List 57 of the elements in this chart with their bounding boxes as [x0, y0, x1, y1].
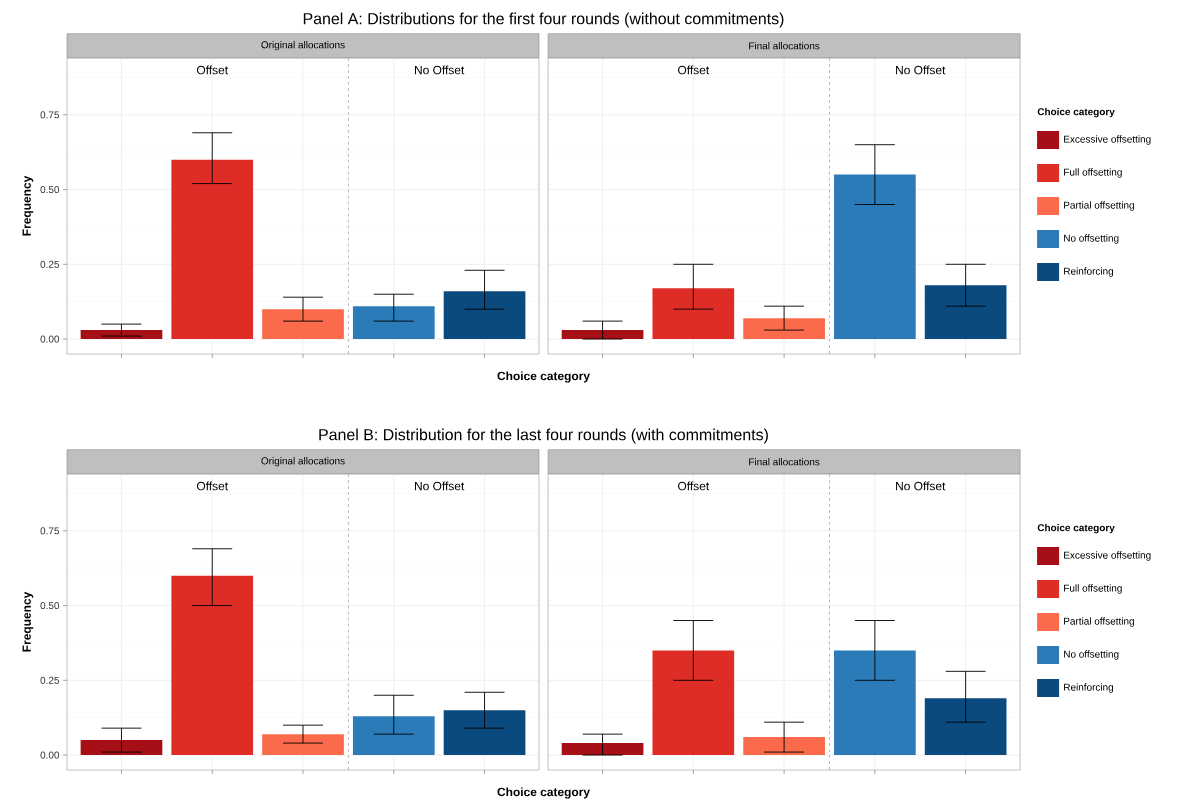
legend-label: Full offsetting: [1064, 168, 1122, 178]
bar: [352, 716, 435, 756]
annotation: No Offset: [896, 481, 946, 491]
legend-label: Excessive offsetting: [1064, 551, 1151, 561]
annotation: Offset: [678, 481, 710, 491]
bar: [834, 650, 916, 756]
bar: [743, 318, 825, 340]
annotation: No Offset: [896, 65, 946, 75]
legend-label: Reinforcing: [1064, 683, 1114, 693]
legend-label: Excessive offsetting: [1064, 135, 1151, 145]
annotation: No Offset: [415, 65, 465, 75]
legend-label: Full offsetting: [1064, 584, 1122, 594]
legend-title: Choice category: [1037, 107, 1115, 118]
bar: [262, 734, 344, 756]
bar: [834, 174, 916, 340]
bar: [171, 575, 254, 756]
chart-title: Panel B: Distribution for the last four rounds (with commitments): [319, 428, 768, 444]
y-tick-label: 0.00: [40, 751, 60, 759]
y-tick-label: 0.00: [40, 335, 60, 343]
bar: [924, 698, 1007, 756]
text: Original allocations: [261, 457, 345, 467]
bar: [80, 740, 163, 756]
text: Final allocations: [749, 458, 820, 466]
annotation: No Offset: [415, 481, 465, 491]
annotation: Offset: [196, 65, 228, 75]
bar: [443, 710, 526, 756]
legend-label: Partial offsetting: [1064, 201, 1134, 211]
legend-label: Reinforcing: [1064, 267, 1114, 277]
text: Final allocations: [749, 42, 820, 50]
x-axis-title: Choice category: [497, 787, 590, 799]
annotation: Offset: [196, 481, 228, 491]
bar: [443, 291, 526, 340]
text: Original allocations: [261, 41, 345, 51]
x-axis-title: Choice category: [497, 371, 590, 383]
bar: [352, 306, 435, 340]
y-tick-label: 0.50: [40, 602, 60, 610]
y-tick-label: 0.25: [40, 260, 60, 268]
y-tick-label: 0.75: [40, 527, 60, 535]
bar: [561, 330, 644, 340]
bar: [171, 159, 254, 340]
y-axis-title: Frequency: [22, 175, 34, 236]
y-tick-label: 0.75: [40, 111, 60, 119]
annotation: Offset: [678, 65, 710, 75]
y-axis-title: Frequency: [22, 591, 34, 652]
legend-title: Choice category: [1037, 523, 1115, 534]
bar: [561, 743, 644, 756]
bar: [924, 285, 1007, 340]
legend-label: No offsetting: [1064, 650, 1119, 660]
bar: [262, 309, 344, 340]
y-tick-label: 0.50: [40, 186, 60, 194]
y-tick-label: 0.25: [40, 676, 60, 684]
bar: [652, 288, 735, 340]
bar: [652, 650, 735, 756]
legend-label: No offsetting: [1064, 234, 1119, 244]
legend-label: Partial offsetting: [1064, 617, 1134, 627]
bar: [743, 737, 825, 756]
chart-title: Panel A: Distributions for the first four rounds (without commitments): [303, 12, 784, 28]
